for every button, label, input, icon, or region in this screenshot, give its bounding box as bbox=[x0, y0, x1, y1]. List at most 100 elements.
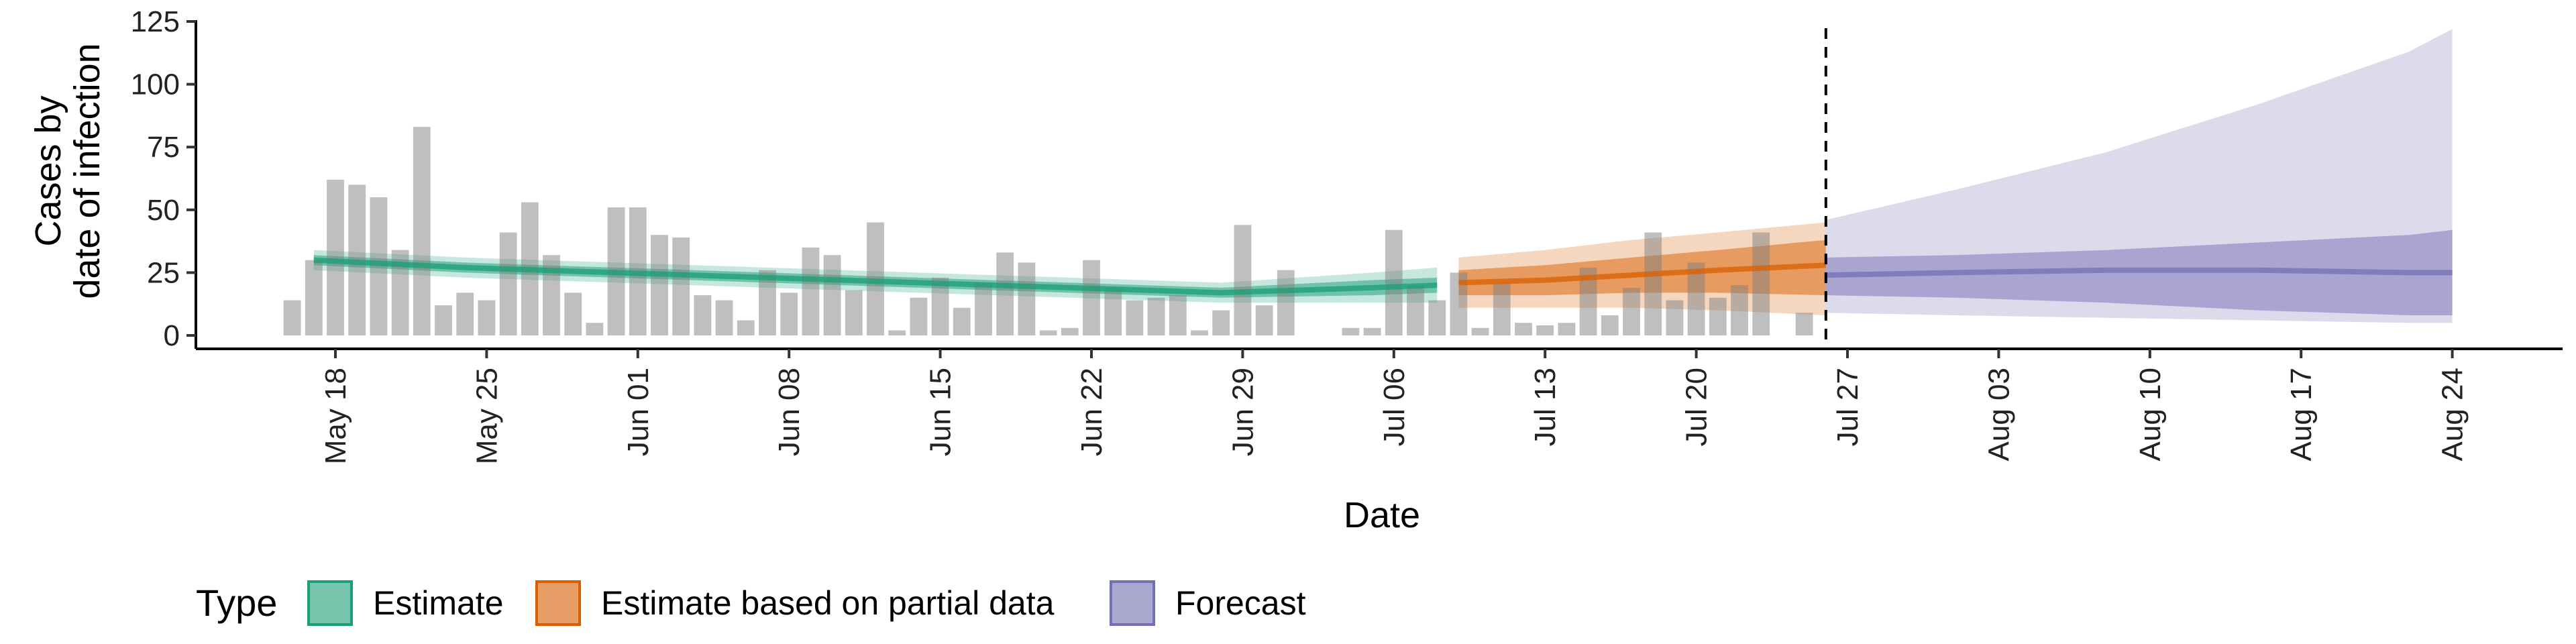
legend-key-estimate bbox=[307, 580, 353, 626]
case-bar bbox=[283, 300, 301, 335]
case-bar bbox=[1515, 323, 1532, 335]
case-bar bbox=[370, 197, 388, 335]
case-bar bbox=[1363, 327, 1381, 335]
x-tick-label: Jun 29 bbox=[1226, 368, 1259, 456]
case-bar bbox=[759, 270, 776, 335]
case-bar bbox=[1191, 330, 1208, 335]
case-bar bbox=[1428, 300, 1446, 335]
x-tick-label: Aug 10 bbox=[2134, 368, 2167, 461]
legend: Type Estimate Estimate based on partial … bbox=[196, 580, 1306, 626]
case-bar bbox=[478, 300, 496, 335]
case-bar bbox=[1795, 313, 1813, 335]
case-bar bbox=[1666, 300, 1684, 335]
case-bar bbox=[931, 277, 949, 335]
case-bar bbox=[715, 300, 733, 335]
y-tick-label: 75 bbox=[147, 131, 180, 164]
case-bar bbox=[1709, 297, 1727, 335]
legend-title: Type bbox=[196, 582, 277, 624]
bar-layer bbox=[283, 127, 1813, 335]
case-bar bbox=[305, 260, 323, 335]
y-tick-label: 100 bbox=[131, 68, 180, 101]
x-tick-label: May 18 bbox=[319, 368, 352, 464]
case-bar bbox=[1018, 262, 1036, 335]
legend-label-forecast: Forecast bbox=[1175, 584, 1306, 622]
axes-layer: 0 25 50 75 100 125 May 18 May 25 Jun 01 Jun 08 Jun… bbox=[131, 5, 2563, 464]
case-bar bbox=[1277, 270, 1295, 335]
x-axis-title: Date bbox=[1344, 495, 1420, 535]
case-bar bbox=[780, 292, 798, 335]
legend-item-estimate: Estimate bbox=[307, 580, 504, 626]
case-bar bbox=[1083, 260, 1100, 335]
y-tick-label: 50 bbox=[147, 194, 180, 227]
y-tick-label: 0 bbox=[164, 319, 180, 352]
y-axis-title-line-1: Cases by bbox=[28, 95, 68, 246]
case-bar bbox=[672, 237, 690, 335]
case-bar bbox=[1731, 285, 1748, 335]
case-bar bbox=[737, 320, 755, 335]
case-bar bbox=[1644, 232, 1662, 335]
x-tick-label: Aug 17 bbox=[2285, 368, 2318, 461]
case-bar bbox=[1234, 225, 1252, 335]
legend-item-forecast: Forecast bbox=[1110, 580, 1306, 626]
x-tick-label: Jul 13 bbox=[1529, 368, 1562, 446]
x-tick-label: May 25 bbox=[470, 368, 503, 464]
case-bar bbox=[586, 323, 604, 335]
case-bar bbox=[651, 235, 668, 335]
case-bar bbox=[564, 292, 582, 335]
x-tick-label: Aug 24 bbox=[2436, 368, 2469, 461]
estimate-based-on-partial-data-median-line bbox=[1458, 262, 1826, 286]
case-bar bbox=[1623, 287, 1640, 335]
case-bar bbox=[435, 305, 452, 335]
x-tick-label: Jul 27 bbox=[1831, 368, 1864, 446]
case-bar bbox=[1536, 325, 1554, 335]
case-bar bbox=[413, 127, 431, 335]
case-bar bbox=[823, 255, 841, 335]
y-tick-label: 25 bbox=[147, 256, 180, 289]
x-tick-label: Jun 01 bbox=[622, 368, 655, 456]
case-bar bbox=[1255, 305, 1273, 335]
case-bar bbox=[1385, 229, 1403, 335]
case-bar bbox=[1752, 232, 1770, 335]
case-bar bbox=[996, 252, 1014, 335]
y-tick-label: 125 bbox=[131, 5, 180, 38]
case-bar bbox=[1126, 300, 1144, 335]
legend-key-forecast bbox=[1110, 580, 1155, 626]
case-bar bbox=[888, 330, 906, 335]
x-tick-label: Jul 20 bbox=[1680, 368, 1713, 446]
case-bar bbox=[327, 179, 344, 335]
case-bar bbox=[1407, 285, 1424, 335]
line-layer bbox=[313, 28, 2453, 349]
case-bar bbox=[802, 248, 820, 335]
forecast-median-line bbox=[1825, 267, 2453, 278]
legend-item-partial: Estimate based on partial data bbox=[535, 580, 1055, 626]
x-tick-label: Jun 08 bbox=[773, 368, 806, 456]
case-bar bbox=[1471, 327, 1489, 335]
x-tick-label: Jun 15 bbox=[924, 368, 957, 456]
legend-label-estimate: Estimate bbox=[373, 584, 504, 622]
case-bar bbox=[910, 297, 928, 335]
case-bar bbox=[1169, 295, 1187, 335]
case-bar bbox=[975, 282, 992, 335]
case-bar bbox=[953, 307, 971, 335]
case-bar bbox=[1601, 315, 1619, 335]
case-bar bbox=[1061, 327, 1079, 335]
case-bar bbox=[1558, 323, 1576, 335]
case-bar bbox=[456, 292, 474, 335]
case-bar bbox=[1342, 327, 1360, 335]
estimate-median-line bbox=[313, 257, 1438, 296]
x-tick-label: Jul 06 bbox=[1378, 368, 1411, 446]
case-bar bbox=[1212, 310, 1230, 335]
y-axis-title-line-2: date of infection bbox=[67, 43, 107, 299]
case-bar bbox=[1493, 282, 1511, 335]
case-bar bbox=[543, 255, 560, 335]
x-tick-label: Aug 03 bbox=[1982, 368, 2015, 461]
case-bar bbox=[845, 290, 863, 335]
case-bar bbox=[694, 295, 712, 335]
x-tick-label: Jun 22 bbox=[1075, 368, 1108, 456]
case-bar bbox=[499, 232, 517, 335]
case-bar bbox=[1104, 287, 1122, 335]
legend-key-partial bbox=[535, 580, 581, 626]
case-bar bbox=[1039, 330, 1057, 335]
